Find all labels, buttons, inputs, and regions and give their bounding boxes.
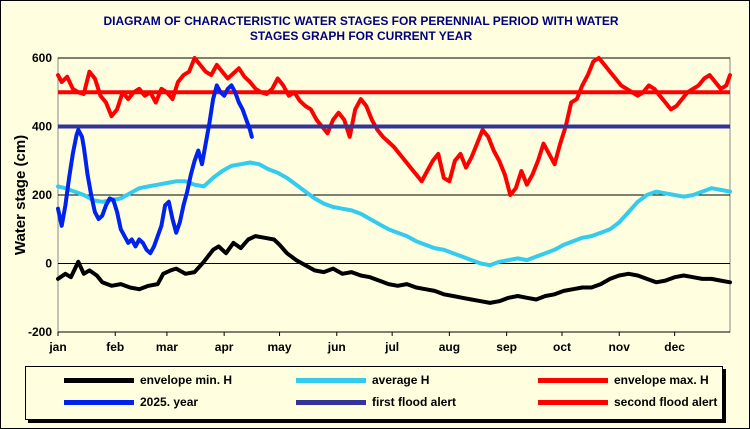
x-tick-label: sep [496, 340, 517, 354]
legend-swatch-first-alert [296, 399, 366, 405]
x-tick-label: jan [48, 340, 66, 354]
x-tick-label: may [268, 340, 292, 354]
legend-item-current-year: 2025. year [64, 395, 198, 409]
x-tick-label: aug [439, 340, 460, 354]
x-tick-label: feb [106, 340, 124, 354]
x-tick-label: jul [384, 340, 399, 354]
series-lines [56, 56, 732, 305]
y-tick-label: 0 [45, 257, 52, 271]
legend-label-average: average H [372, 373, 430, 387]
y-tick-label: 200 [32, 188, 52, 202]
y-tick-label: -200 [28, 325, 52, 339]
series-average-h [56, 160, 732, 268]
chart-title-line-1: DIAGRAM OF CHARACTERISTIC WATER STAGES F… [103, 14, 619, 28]
y-axis-label: Water stage (cm) [12, 135, 29, 255]
x-tick-label: dec [664, 340, 685, 354]
legend-item-envelope-min: envelope min. H [64, 373, 232, 387]
legend-label-envelope-min: envelope min. H [140, 373, 233, 387]
series-envelope-min-h [56, 234, 732, 305]
legend-swatch-average [296, 377, 366, 383]
x-tick-label: apr [215, 340, 234, 354]
x-tick-label: nov [609, 340, 631, 354]
alert-lines [58, 90, 730, 129]
x-tick-labels: jan feb mar apr may jun jul aug sep oct nov dec [48, 332, 685, 354]
legend-label-second-alert: second flood alert [614, 395, 718, 409]
legend-label-envelope-max: envelope max. H [614, 373, 709, 387]
legend-swatch-envelope-max [538, 377, 608, 383]
legend-item-second-alert: second flood alert [538, 395, 717, 409]
series-envelope-max-h [56, 56, 732, 197]
legend-item-envelope-max: envelope max. H [538, 373, 709, 387]
x-tick-label: oct [553, 340, 571, 354]
legend-swatch-second-alert [538, 399, 608, 405]
y-tick-label: 400 [32, 120, 52, 134]
legend-swatch-envelope-min [64, 377, 134, 383]
chart-title-line-2: STAGES GRAPH FOR CURRENT YEAR [249, 29, 473, 43]
x-tick-label: mar [156, 340, 178, 354]
series-2025-year [56, 83, 254, 256]
x-tick-label: jun [327, 340, 346, 354]
legend-label-first-alert: first flood alert [372, 395, 457, 409]
y-tick-labels: 600 400 200 0 -200 [28, 51, 52, 339]
legend: envelope min. H average H envelope max. … [25, 366, 723, 420]
legend-item-average: average H [296, 373, 429, 387]
current-year-layer [56, 83, 254, 256]
legend-label-current-year: 2025. year [140, 395, 199, 409]
legend-swatch-current-year [64, 399, 134, 405]
y-tick-label: 600 [32, 51, 52, 65]
legend-item-first-alert: first flood alert [296, 395, 456, 409]
